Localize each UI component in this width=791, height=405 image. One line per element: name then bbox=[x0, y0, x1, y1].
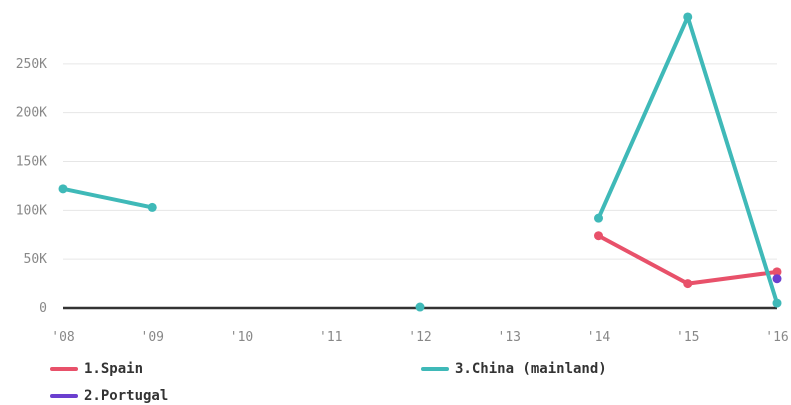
legend-item-portugal[interactable]: 2.Portugal bbox=[50, 387, 168, 405]
x-axis: '08 '09 '10 '11 '12 '13 '14 '15 '16 bbox=[51, 330, 788, 345]
legend-item-china[interactable]: 3.China (mainland) bbox=[421, 360, 607, 378]
legend-label-portugal: 2.Portugal bbox=[84, 388, 169, 404]
y-tick-label: 100K bbox=[16, 203, 47, 218]
series-line bbox=[596, 14, 779, 306]
legend-label-spain: 1.Spain bbox=[84, 361, 144, 377]
x-tick-label: '11 bbox=[319, 330, 342, 345]
y-tick-label: 150K bbox=[16, 155, 47, 170]
data-point[interactable] bbox=[415, 302, 425, 312]
y-axis: 0 50K 100K 150K 200K 250K bbox=[16, 57, 47, 316]
data-point[interactable] bbox=[594, 231, 603, 241]
legend-item-spain[interactable]: 1.Spain bbox=[50, 360, 143, 378]
y-tick-label: 50K bbox=[24, 252, 48, 267]
series-0 bbox=[594, 231, 782, 289]
series-group bbox=[58, 12, 782, 312]
legend-swatch-portugal bbox=[50, 394, 78, 398]
legend-swatch-china bbox=[421, 367, 449, 371]
y-tick-label: 250K bbox=[16, 57, 47, 72]
x-tick-label: '13 bbox=[498, 330, 521, 345]
data-point[interactable] bbox=[594, 213, 603, 223]
series-2 bbox=[772, 274, 782, 284]
x-tick-label: '14 bbox=[587, 330, 611, 345]
y-tick-label: 0 bbox=[39, 301, 47, 316]
legend-label-china: 3.China (mainland) bbox=[455, 361, 607, 377]
x-tick-label: '16 bbox=[765, 330, 788, 345]
data-point[interactable] bbox=[772, 298, 782, 308]
legend: 1.Spain 3.China (mainland) 2.Portugal bbox=[0, 352, 791, 405]
data-point[interactable] bbox=[772, 267, 782, 277]
y-tick-label: 200K bbox=[16, 106, 47, 121]
data-point[interactable] bbox=[683, 12, 693, 22]
data-point[interactable] bbox=[147, 202, 157, 212]
legend-swatch-spain bbox=[50, 367, 78, 371]
data-point[interactable] bbox=[683, 279, 693, 289]
series-1 bbox=[58, 12, 782, 312]
x-tick-label: '12 bbox=[408, 330, 431, 345]
x-tick-label: '09 bbox=[141, 330, 164, 345]
x-tick-label: '10 bbox=[230, 330, 253, 345]
x-tick-label: '08 bbox=[51, 330, 74, 345]
data-point[interactable] bbox=[58, 184, 68, 194]
x-tick-label: '15 bbox=[676, 330, 699, 345]
gridlines bbox=[63, 63, 777, 260]
series-line bbox=[61, 186, 155, 210]
data-point[interactable] bbox=[772, 274, 782, 284]
